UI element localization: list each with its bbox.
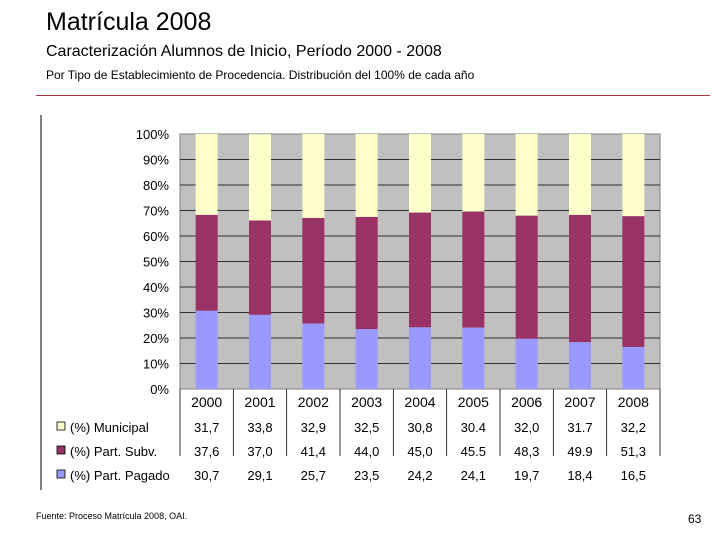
data-label: 45,0 bbox=[407, 444, 432, 459]
bar-segment bbox=[569, 134, 591, 215]
page-description: Por Tipo de Establecimiento de Procedenc… bbox=[46, 68, 475, 82]
x-tick-label: 2004 bbox=[404, 394, 435, 410]
data-label: 30,7 bbox=[194, 468, 219, 483]
data-label: 37,6 bbox=[194, 444, 219, 459]
bar-segment bbox=[409, 327, 431, 389]
y-tick-label: 90% bbox=[143, 153, 169, 168]
x-tick-label: 2001 bbox=[244, 394, 275, 410]
data-label: 19,7 bbox=[514, 468, 539, 483]
legend-label: (%) Municipal bbox=[70, 420, 149, 435]
bar-segment bbox=[195, 214, 218, 311]
bar-segment bbox=[409, 212, 431, 328]
title-divider bbox=[36, 95, 710, 96]
page-subtitle: Caracterización Alumnos de Inicio, Perío… bbox=[46, 43, 442, 60]
y-tick-label: 70% bbox=[143, 204, 169, 219]
bar-segment bbox=[622, 346, 645, 389]
data-label: 33,8 bbox=[247, 420, 272, 435]
data-label: 30.4 bbox=[461, 420, 486, 435]
bar-segment bbox=[462, 327, 485, 389]
bar-segment bbox=[302, 217, 325, 324]
data-label: 31,7 bbox=[194, 420, 219, 435]
x-tick-label: 2003 bbox=[351, 394, 382, 410]
data-label: 32,9 bbox=[301, 420, 326, 435]
data-label: 30,8 bbox=[407, 420, 432, 435]
data-label: 31.7 bbox=[567, 420, 592, 435]
bar-segment bbox=[622, 216, 645, 347]
bar-segment bbox=[409, 134, 431, 213]
data-label: 32,0 bbox=[514, 420, 539, 435]
bar-segment bbox=[302, 323, 325, 389]
x-tick-label: 2005 bbox=[458, 394, 489, 410]
legend-swatch bbox=[56, 469, 66, 479]
data-label: 32,5 bbox=[354, 420, 379, 435]
page-title: Matrícula 2008 bbox=[46, 8, 212, 36]
data-label: 48,3 bbox=[514, 444, 539, 459]
bar-segment bbox=[249, 314, 271, 389]
bar-segment bbox=[249, 220, 271, 315]
x-tick-label: 2002 bbox=[298, 394, 329, 410]
y-tick-label: 50% bbox=[143, 255, 169, 270]
bar-segment bbox=[569, 214, 591, 343]
bar-segment bbox=[195, 310, 218, 389]
bar-segment bbox=[195, 134, 218, 215]
bar-segment bbox=[355, 329, 378, 389]
x-tick-label: 2000 bbox=[191, 394, 222, 410]
data-label: 25,7 bbox=[301, 468, 326, 483]
y-tick-label: 0% bbox=[150, 382, 169, 397]
page-number: 63 bbox=[688, 512, 702, 526]
data-label: 18,4 bbox=[567, 468, 592, 483]
legend-swatch bbox=[56, 421, 66, 431]
legend-label: (%) Part. Subv. bbox=[70, 444, 157, 459]
bar-segment bbox=[302, 134, 325, 218]
y-tick-label: 100% bbox=[136, 127, 170, 142]
data-label: 37,0 bbox=[247, 444, 272, 459]
bar-segment bbox=[355, 216, 378, 330]
bar-segment bbox=[515, 215, 538, 339]
legend-label: (%) Part. Pagado bbox=[70, 468, 170, 483]
bar-segment bbox=[515, 338, 538, 389]
x-tick-label: 2006 bbox=[511, 394, 542, 410]
bar-segment bbox=[462, 211, 485, 328]
data-label: 16,5 bbox=[621, 468, 646, 483]
bar-segment bbox=[622, 134, 645, 217]
data-label: 41,4 bbox=[301, 444, 326, 459]
bar-segment bbox=[355, 134, 378, 217]
data-label: 32,2 bbox=[621, 420, 646, 435]
x-tick-label: 2008 bbox=[618, 394, 649, 410]
bar-segment bbox=[249, 134, 271, 221]
y-tick-label: 40% bbox=[143, 280, 169, 295]
data-label: 44,0 bbox=[354, 444, 379, 459]
source-note: Fuente: Proceso Matrícula 2008, OAI. bbox=[36, 511, 188, 521]
y-tick-label: 20% bbox=[143, 331, 169, 346]
data-label: 49.9 bbox=[567, 444, 592, 459]
y-tick-label: 60% bbox=[143, 229, 169, 244]
legend-swatch bbox=[56, 445, 66, 455]
data-label: 51,3 bbox=[621, 444, 646, 459]
data-label: 24,1 bbox=[461, 468, 486, 483]
data-label: 24,2 bbox=[407, 468, 432, 483]
bar-segment bbox=[462, 134, 485, 212]
y-tick-label: 80% bbox=[143, 178, 169, 193]
bar-segment bbox=[569, 342, 591, 389]
y-tick-label: 30% bbox=[143, 306, 169, 321]
y-tick-label: 10% bbox=[143, 357, 169, 372]
bar-segment bbox=[515, 134, 538, 216]
data-label: 45.5 bbox=[461, 444, 486, 459]
data-label: 23,5 bbox=[354, 468, 379, 483]
data-label: 29,1 bbox=[247, 468, 272, 483]
x-tick-label: 2007 bbox=[564, 394, 595, 410]
